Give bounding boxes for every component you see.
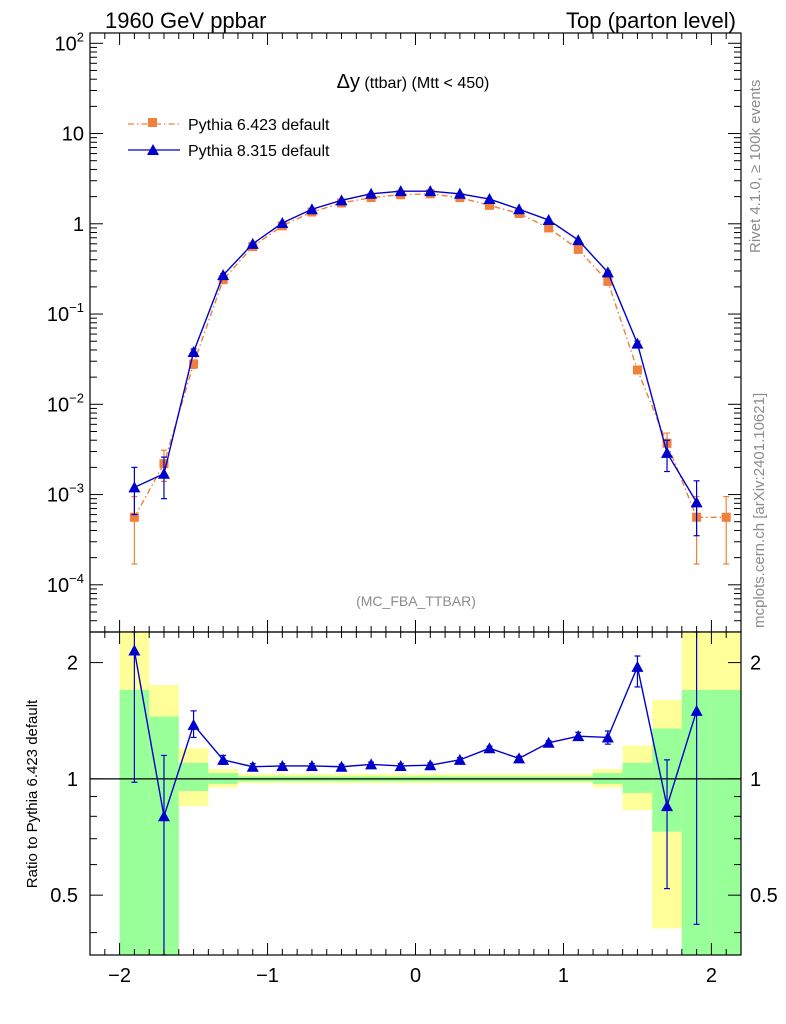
ratio-data-point	[661, 800, 674, 812]
ratio-data-point	[128, 644, 141, 656]
data-point-pythia8	[157, 467, 170, 479]
series-line-pythia6	[133, 193, 727, 518]
main-plot: 10−4 10−3 10−2 10−1 1 10 102 Δy (ttbar) (Mtt <…	[47, 29, 742, 633]
ratio-data-point	[157, 810, 170, 822]
ratio-data-point	[631, 660, 644, 672]
ratio-data-point	[483, 742, 496, 754]
data-point-pythia6	[632, 365, 642, 375]
ratio-data-point	[424, 759, 437, 771]
y-tick-label-main: 1	[73, 214, 84, 236]
data-point-pythia8	[601, 266, 614, 278]
mcplots-label: mcplots.cern.ch [arXiv:2401.10621]	[751, 393, 768, 628]
data-point-pythia8	[690, 496, 703, 508]
y-tick-label-main: 102	[55, 29, 84, 55]
legend-marker-pythia6	[148, 118, 157, 127]
header-left: 1960 GeV ppbar	[105, 8, 266, 33]
data-point-pythia8	[453, 187, 466, 199]
ratio-data-point	[246, 760, 259, 772]
data-point-pythia6	[484, 200, 494, 210]
ratio-series-line	[133, 650, 698, 817]
x-tick-label: 0	[410, 965, 421, 987]
ratio-plot-marks	[90, 631, 741, 956]
legend: Pythia 6.423 default Pythia 8.315 defaul…	[128, 117, 330, 160]
data-point-pythia6	[721, 512, 731, 522]
y-tick-label-ratio-right: 1	[750, 769, 761, 791]
data-point-pythia8	[217, 269, 230, 281]
x-tick-label: −2	[108, 965, 131, 987]
data-point-pythia8	[128, 481, 141, 493]
data-point-pythia8	[631, 337, 644, 349]
data-point-pythia8	[365, 187, 378, 199]
data-point-pythia8	[424, 185, 437, 197]
analysis-tag: (MC_FBA_TTBAR)	[356, 593, 476, 609]
data-point-pythia6	[603, 276, 613, 286]
data-point-pythia8	[572, 234, 585, 246]
legend-marker-pythia8	[147, 144, 159, 155]
y-tick-label-exponent: −2	[69, 390, 84, 405]
data-point-pythia8	[542, 214, 555, 226]
data-point-pythia8	[661, 446, 674, 458]
y-tick-label-exponent: −1	[69, 300, 84, 315]
x-tick-label: 2	[706, 965, 717, 987]
y-tick-label-main: 10−3	[47, 481, 84, 507]
data-point-pythia6	[544, 223, 554, 233]
x-tick-label: −1	[256, 965, 279, 987]
y-tick-label-ratio-left: 0.5	[50, 885, 78, 907]
ratio-data-point	[305, 759, 318, 771]
ratio-data-point	[690, 704, 703, 716]
plot-title: Δy (ttbar) (Mtt < 450)	[337, 71, 490, 93]
data-point-pythia8	[276, 217, 289, 229]
main-plot-ticks: 10−4 10−3 10−2 10−1 1 10 102	[47, 29, 742, 633]
ratio-band-green	[178, 762, 209, 792]
y-tick-label-exponent: −3	[69, 481, 84, 496]
ratio-band-green	[711, 689, 741, 955]
y-tick-label-ratio-left: 1	[67, 769, 78, 791]
x-tick-label: 1	[558, 965, 569, 987]
data-point-pythia8	[246, 237, 259, 249]
ratio-data-point	[601, 731, 614, 743]
ratio-data-point	[217, 753, 230, 765]
y-tick-label-exponent: 2	[77, 29, 84, 44]
y-tick-label-ratio-right: 0.5	[750, 885, 778, 907]
ratio-data-point	[513, 752, 526, 764]
data-point-pythia8	[513, 203, 526, 215]
data-point-pythia6	[129, 512, 139, 522]
ratio-plot: 0.5 0.5 1 1 2 2 −2 −1 0 1 2 Ratio to Pythia 6.423 …	[24, 631, 778, 987]
data-point-pythia8	[305, 203, 318, 215]
legend-label-pythia6: Pythia 6.423 default	[188, 117, 330, 134]
data-point-pythia6	[189, 359, 199, 369]
data-point-pythia8	[187, 345, 200, 357]
data-point-pythia8	[394, 185, 407, 197]
y-tick-label-main: 10−2	[47, 390, 84, 416]
ratio-data-point	[365, 758, 378, 770]
data-point-pythia6	[573, 244, 583, 254]
y-tick-label-main: 10−4	[47, 571, 84, 597]
ratio-data-point	[453, 753, 466, 765]
ratio-data-point	[542, 736, 555, 748]
ratio-data-point	[572, 730, 585, 742]
ratio-band-green	[622, 762, 653, 793]
data-point-pythia8	[483, 193, 496, 205]
ratio-ylabel: Ratio to Pythia 6.423 default	[24, 699, 41, 888]
ratio-plot-ticks: 0.5 0.5 1 1 2 2 −2 −1 0 1 2	[50, 632, 778, 987]
y-tick-label-ratio-left: 2	[67, 653, 78, 675]
y-tick-label-exponent: −4	[69, 571, 84, 586]
data-point-pythia8	[335, 194, 348, 206]
plot-title-symbol: Δy	[337, 71, 360, 93]
ratio-data-point	[335, 760, 348, 772]
header-right: Top (parton level)	[566, 8, 736, 33]
ratio-data-point	[276, 759, 289, 771]
plot-title-rest: (ttbar) (Mtt < 450)	[360, 75, 489, 92]
ratio-data-point	[187, 718, 200, 730]
main-plot-marks	[128, 185, 731, 565]
ratio-data-point	[394, 759, 407, 771]
y-tick-label-main: 10−1	[47, 300, 84, 326]
series-line-pythia8	[134, 190, 698, 503]
legend-label-pythia8: Pythia 8.315 default	[188, 143, 330, 160]
y-tick-label-main: 10	[62, 124, 84, 146]
y-tick-label-ratio-right: 2	[750, 653, 761, 675]
rivet-label: Rivet 4.1.0, ≥ 100k events	[747, 80, 764, 253]
